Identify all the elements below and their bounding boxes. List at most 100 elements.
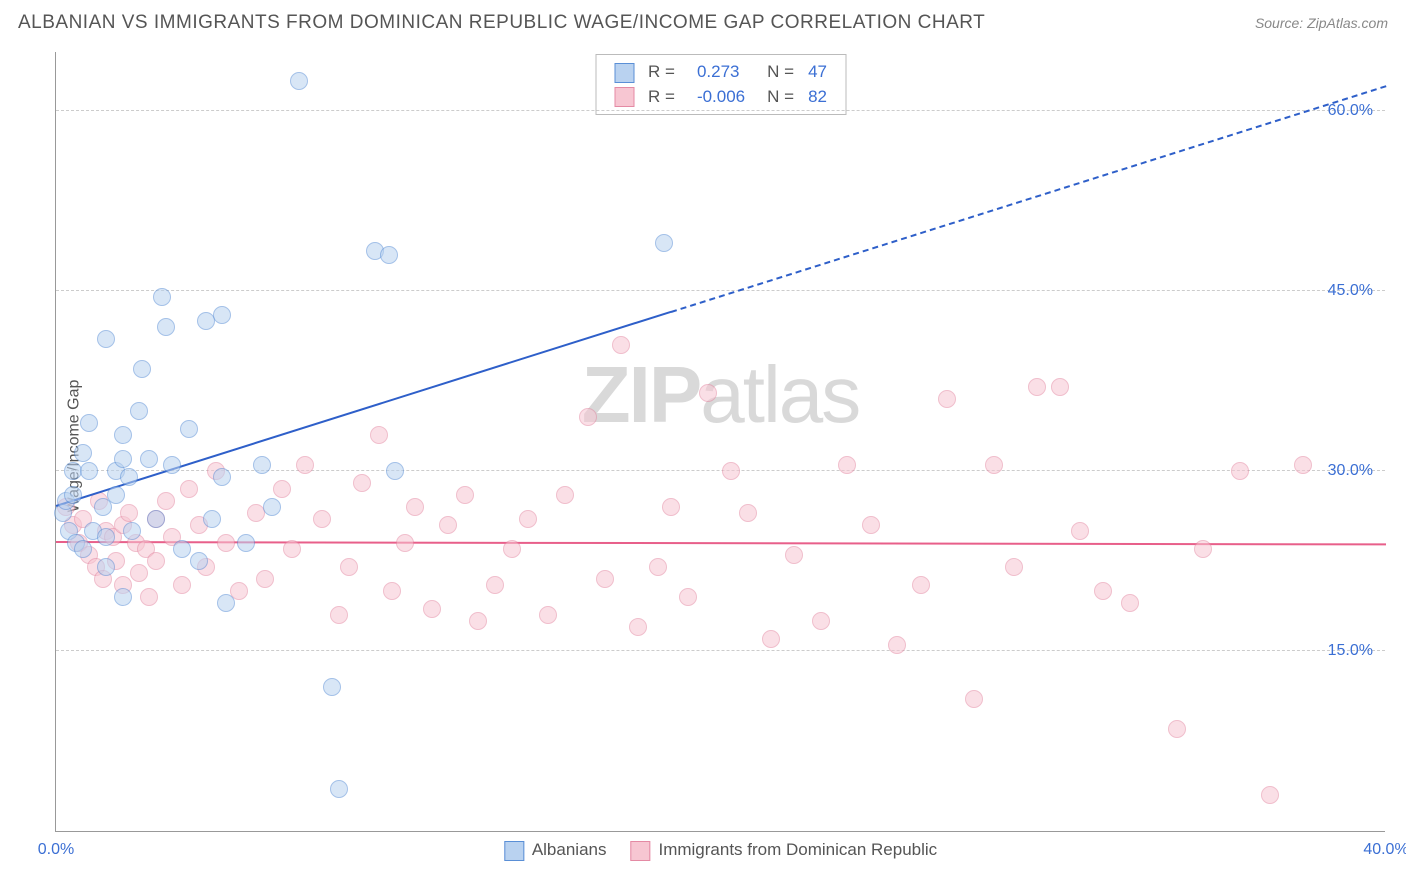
r-value: 0.273 bbox=[683, 61, 759, 84]
x-tick-label: 0.0% bbox=[38, 841, 74, 859]
data-point bbox=[556, 486, 574, 504]
data-point bbox=[114, 588, 132, 606]
data-point bbox=[1005, 558, 1023, 576]
data-point bbox=[313, 510, 331, 528]
data-point bbox=[596, 570, 614, 588]
data-point bbox=[396, 534, 414, 552]
data-point bbox=[629, 618, 647, 636]
watermark-light: atlas bbox=[700, 350, 859, 439]
data-point bbox=[330, 606, 348, 624]
legend-swatch bbox=[614, 63, 634, 83]
data-point bbox=[80, 414, 98, 432]
data-point bbox=[263, 498, 281, 516]
data-point bbox=[97, 528, 115, 546]
gridline bbox=[56, 110, 1385, 111]
data-point bbox=[190, 552, 208, 570]
source-label: Source: ZipAtlas.com bbox=[1255, 15, 1388, 31]
legend-swatch bbox=[630, 841, 650, 861]
data-point bbox=[203, 510, 221, 528]
data-point bbox=[862, 516, 880, 534]
data-point bbox=[80, 462, 98, 480]
legend-label: Immigrants from Dominican Republic bbox=[658, 840, 937, 859]
data-point bbox=[938, 390, 956, 408]
data-point bbox=[133, 360, 151, 378]
scatter-plot: ZIPatlas R =0.273N =47R =-0.006N =82 Alb… bbox=[55, 52, 1385, 832]
correlation-legend: R =0.273N =47R =-0.006N =82 bbox=[595, 54, 846, 115]
data-point bbox=[612, 336, 630, 354]
data-point bbox=[456, 486, 474, 504]
data-point bbox=[153, 288, 171, 306]
data-point bbox=[157, 318, 175, 336]
data-point bbox=[383, 582, 401, 600]
legend-row: R =-0.006N =82 bbox=[608, 86, 833, 109]
data-point bbox=[157, 492, 175, 510]
data-point bbox=[579, 408, 597, 426]
gridline bbox=[56, 290, 1385, 291]
data-point bbox=[1071, 522, 1089, 540]
data-point bbox=[213, 306, 231, 324]
data-point bbox=[283, 540, 301, 558]
data-point bbox=[120, 504, 138, 522]
data-point bbox=[147, 552, 165, 570]
data-point bbox=[1028, 378, 1046, 396]
data-point bbox=[503, 540, 521, 558]
r-label: R = bbox=[642, 86, 681, 109]
data-point bbox=[213, 468, 231, 486]
data-point bbox=[74, 540, 92, 558]
data-point bbox=[237, 534, 255, 552]
data-point bbox=[197, 312, 215, 330]
gridline bbox=[56, 650, 1385, 651]
data-point bbox=[739, 504, 757, 522]
legend-item: Immigrants from Dominican Republic bbox=[630, 840, 937, 861]
data-point bbox=[253, 456, 271, 474]
data-point bbox=[486, 576, 504, 594]
watermark: ZIPatlas bbox=[582, 349, 859, 441]
data-point bbox=[107, 486, 125, 504]
data-point bbox=[1121, 594, 1139, 612]
data-point bbox=[1194, 540, 1212, 558]
data-point bbox=[1051, 378, 1069, 396]
data-point bbox=[1261, 786, 1279, 804]
data-point bbox=[147, 510, 165, 528]
y-tick-label: 60.0% bbox=[1328, 102, 1373, 120]
data-point bbox=[380, 246, 398, 264]
data-point bbox=[217, 534, 235, 552]
data-point bbox=[699, 384, 717, 402]
n-label: N = bbox=[761, 61, 800, 84]
data-point bbox=[539, 606, 557, 624]
data-point bbox=[130, 564, 148, 582]
data-point bbox=[74, 444, 92, 462]
series-legend: AlbaniansImmigrants from Dominican Repub… bbox=[504, 840, 937, 861]
data-point bbox=[340, 558, 358, 576]
n-value: 82 bbox=[802, 86, 833, 109]
data-point bbox=[838, 456, 856, 474]
data-point bbox=[353, 474, 371, 492]
data-point bbox=[649, 558, 667, 576]
data-point bbox=[985, 456, 1003, 474]
n-label: N = bbox=[761, 86, 800, 109]
trend-line bbox=[671, 85, 1386, 313]
x-tick-label: 40.0% bbox=[1363, 841, 1406, 859]
data-point bbox=[888, 636, 906, 654]
data-point bbox=[812, 612, 830, 630]
data-point bbox=[296, 456, 314, 474]
data-point bbox=[965, 690, 983, 708]
y-tick-label: 45.0% bbox=[1328, 282, 1373, 300]
data-point bbox=[64, 462, 82, 480]
chart-title: ALBANIAN VS IMMIGRANTS FROM DOMINICAN RE… bbox=[18, 12, 985, 34]
data-point bbox=[123, 522, 141, 540]
data-point bbox=[1094, 582, 1112, 600]
data-point bbox=[97, 330, 115, 348]
data-point bbox=[256, 570, 274, 588]
data-point bbox=[140, 450, 158, 468]
trend-line bbox=[56, 541, 1386, 545]
data-point bbox=[247, 504, 265, 522]
data-point bbox=[1231, 462, 1249, 480]
watermark-bold: ZIP bbox=[582, 350, 700, 439]
data-point bbox=[762, 630, 780, 648]
data-point bbox=[173, 576, 191, 594]
data-point bbox=[785, 546, 803, 564]
legend-row: R =0.273N =47 bbox=[608, 61, 833, 84]
y-tick-label: 15.0% bbox=[1328, 642, 1373, 660]
r-value: -0.006 bbox=[683, 86, 759, 109]
